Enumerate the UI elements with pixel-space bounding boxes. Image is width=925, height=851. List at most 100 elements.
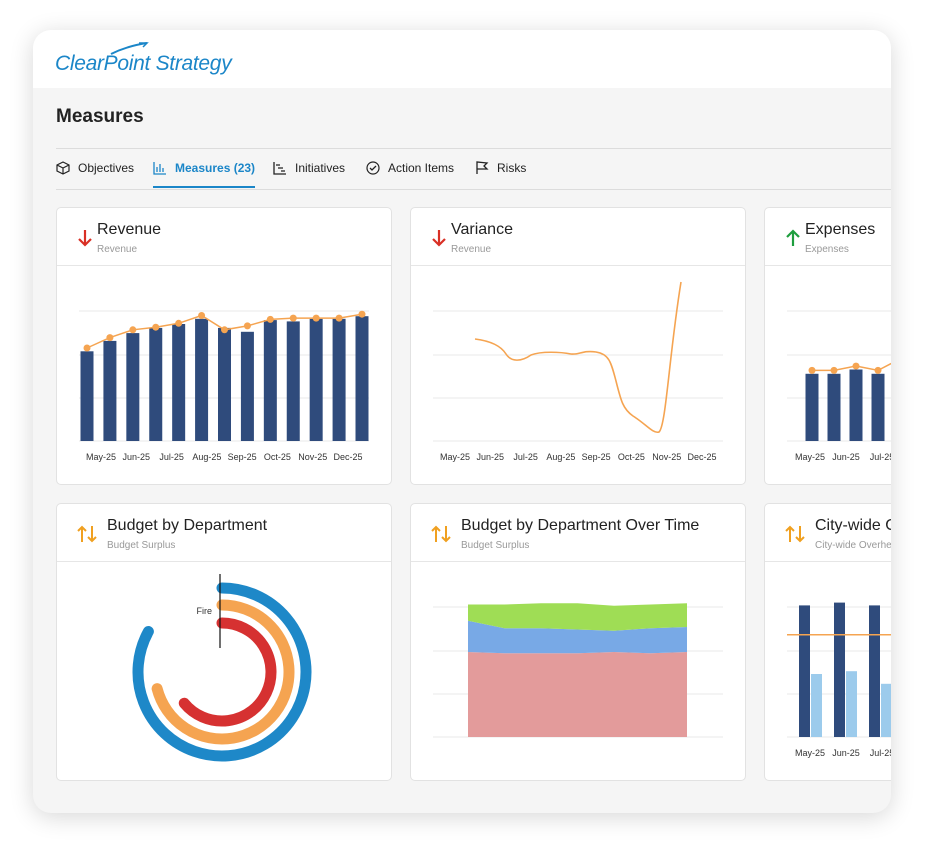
- x-tick-label: Nov-25: [298, 452, 327, 462]
- bar: [149, 327, 163, 441]
- card-header: Budget by Department Budget Surplus: [57, 504, 391, 562]
- bar: [834, 602, 845, 737]
- card-header: City-wide Overhead City-wide Overhead: [765, 504, 891, 562]
- brand-name: ClearPoint Strategy: [55, 52, 232, 75]
- ring-label: Fire: [197, 606, 213, 616]
- flag-icon: [476, 161, 489, 174]
- card-chart: Fire: [57, 562, 391, 780]
- line-point: [243, 322, 251, 330]
- page-title: Measures: [56, 106, 144, 127]
- bar: [871, 373, 885, 441]
- x-tick-label: Nov-25: [652, 452, 681, 462]
- x-tick-label: Aug-25: [546, 452, 575, 462]
- card-title: Budget by Department: [107, 517, 268, 534]
- card-city-wide-overhead[interactable]: City-wide Overhead City-wide Overhead Ma…: [764, 503, 891, 781]
- x-tick-label: Jun-25: [832, 748, 860, 758]
- tab-measures[interactable]: Measures (23): [153, 149, 256, 188]
- bar: [799, 605, 810, 737]
- card-header: Expenses Expenses: [765, 208, 891, 266]
- x-tick-label: Jun-25: [123, 452, 151, 462]
- tab-initiatives[interactable]: Initiatives: [273, 149, 345, 187]
- area-series: [468, 652, 687, 737]
- line-point: [312, 314, 320, 322]
- revenue-chart: May-25 Jun-25 Jul-25 Aug-25 Sep-25 Oct-25 Nov-…: [79, 310, 369, 462]
- trend-down-icon: [78, 230, 92, 247]
- x-tick-label: Jul-25: [870, 748, 891, 758]
- x-tick-label: Jun-25: [477, 452, 505, 462]
- card-subtitle: Budget Surplus: [107, 540, 176, 551]
- bar: [126, 333, 140, 441]
- bar: [309, 318, 323, 441]
- bar: [355, 316, 369, 441]
- card-budget-over-time[interactable]: Budget by Department Over Time Budget Su…: [410, 503, 746, 781]
- tab-bar: Objectives Measures (23) Initiatives Act…: [56, 148, 891, 190]
- line-point: [874, 366, 882, 374]
- trend-down-icon: [432, 230, 446, 247]
- check-circle-icon: [366, 161, 380, 175]
- card-budget-by-department[interactable]: Budget by Department Budget Surplus Fire: [56, 503, 392, 781]
- app-header: ClearPoint Strategy: [33, 30, 891, 88]
- card-title: Variance: [451, 221, 513, 238]
- trend-neutral-icon: [431, 525, 451, 543]
- bar: [846, 671, 857, 737]
- bar: [263, 320, 277, 441]
- tab-risks[interactable]: Risks: [475, 149, 526, 187]
- tab-label: Objectives: [78, 161, 135, 175]
- x-tick-label: Jul-25: [870, 452, 891, 462]
- card-subtitle: City-wide Overhead: [815, 540, 891, 551]
- bar-chart-icon: [153, 161, 166, 175]
- bar: [218, 327, 231, 441]
- bar: [332, 318, 346, 441]
- x-tick-label: Jul-25: [513, 452, 538, 462]
- card-header: Budget by Department Over Time Budget Su…: [411, 504, 745, 562]
- x-tick-label: Jul-25: [159, 452, 184, 462]
- brand-logo[interactable]: ClearPoint Strategy: [55, 42, 255, 82]
- x-tick-label: Sep-25: [228, 452, 257, 462]
- series-line: [474, 281, 682, 434]
- variance-chart: May-25 Jun-25 Jul-25 Aug-25 Sep-25 Oct-25 Nov-…: [433, 281, 723, 462]
- line-point: [106, 334, 114, 342]
- card-revenue[interactable]: Revenue Revenue May-25 Jun-25 Jul-25 Aug-25…: [56, 207, 392, 485]
- tab-label: Measures (23): [175, 160, 256, 175]
- budget-area-chart: [433, 603, 723, 738]
- line-point: [221, 326, 228, 334]
- bar: [849, 369, 863, 441]
- x-tick-label: Jun-25: [832, 452, 860, 462]
- line-point: [266, 315, 274, 323]
- line-point: [83, 344, 91, 352]
- logo-swoosh-icon: [110, 42, 149, 55]
- tab-label: Action Items: [388, 161, 455, 175]
- bar: [172, 324, 186, 441]
- card-expenses[interactable]: Expenses Expenses May-25 Jun-25 Jul-25: [764, 207, 891, 485]
- budget-radial-chart: Fire: [132, 574, 312, 762]
- tab-action-items[interactable]: Action Items: [366, 149, 454, 187]
- x-tick-label: Dec-25: [333, 452, 362, 462]
- card-subtitle: Revenue: [97, 244, 138, 255]
- line-point: [198, 312, 206, 319]
- x-tick-label: Sep-25: [582, 452, 611, 462]
- cube-icon: [56, 161, 70, 175]
- radial-bar: [178, 617, 277, 727]
- card-header: Revenue Revenue: [57, 208, 391, 266]
- card-title: Expenses: [805, 221, 876, 238]
- bar: [881, 683, 891, 737]
- line-point: [175, 319, 183, 327]
- bar: [811, 674, 822, 737]
- line-point: [808, 366, 816, 374]
- x-tick-label: Oct-25: [618, 452, 645, 462]
- x-tick-label: May-25: [795, 748, 825, 758]
- bar: [869, 605, 880, 737]
- x-tick-label: Aug-25: [192, 452, 221, 462]
- line-point: [830, 366, 838, 374]
- card-chart: [411, 562, 745, 780]
- card-chart: May-25 Jun-25 Jul-25: [765, 266, 891, 484]
- tab-objectives[interactable]: Objectives: [56, 149, 134, 187]
- app-window: ClearPoint Strategy Measures Objectives …: [33, 30, 891, 813]
- area-series: [468, 620, 687, 654]
- bar: [103, 340, 117, 441]
- card-variance[interactable]: Variance Revenue May-25 Jun-25 Jul-25 Aug-2…: [410, 207, 746, 485]
- card-chart: May-25 Jun-25 Jul-25 Aug-25 Sep-25 Oct-25 Nov-…: [57, 266, 391, 484]
- bar: [195, 318, 209, 441]
- line-point: [335, 314, 343, 322]
- bar: [286, 321, 300, 441]
